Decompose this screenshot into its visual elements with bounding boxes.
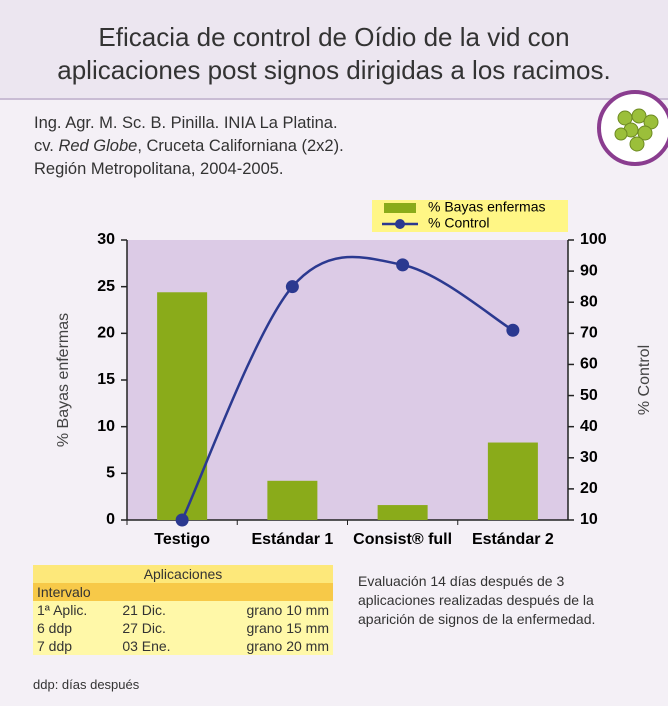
- table-cell: 27 Dic.: [122, 620, 166, 636]
- table-title: Aplicaciones: [143, 566, 223, 582]
- y2-axis-label: % Control: [636, 345, 653, 415]
- title: Eficacia de control de Oídio de la vid c…: [98, 22, 570, 52]
- marker: [396, 258, 410, 272]
- y2-tick-label: 90: [580, 262, 598, 279]
- credit: , Cruceta Californiana (2x2).: [137, 137, 344, 155]
- table-cell: grano 15 mm: [246, 620, 329, 636]
- table-cell: grano 20 mm: [246, 638, 329, 654]
- table-subheader: Intervalo: [37, 584, 91, 600]
- chart: 0 5 10 15 20 25 30 10 20 30 40 50 60 70 80 90 100 % Bayas…: [55, 199, 653, 549]
- marker: [506, 323, 520, 337]
- legend-swatch: [395, 219, 405, 229]
- y2-tick-label: 10: [580, 511, 598, 528]
- table-cell: 21 Dic.: [122, 602, 166, 618]
- marker: [175, 513, 189, 527]
- title: aplicaciones post signos dirigidas a los…: [57, 55, 611, 85]
- legend-label: % Control: [428, 215, 489, 231]
- y2-tick-label: 80: [580, 293, 598, 310]
- credit: cv.: [34, 137, 59, 155]
- table-cell: grano 10 mm: [246, 602, 329, 618]
- table-cell: 6 ddp: [37, 620, 73, 636]
- y2-tick-label: 50: [580, 387, 598, 404]
- table-row: 7 ddp 03 Ene. grano 20 mm: [33, 637, 333, 655]
- y-tick-label: 30: [97, 231, 115, 248]
- bar: [487, 442, 538, 520]
- credit: cv. Red Globe, Cruceta Californiana (2x2…: [34, 137, 344, 156]
- bar: [157, 292, 208, 520]
- x-tick-label: Estándar 2: [472, 531, 554, 548]
- legend-label: % Bayas enfermas: [428, 199, 546, 215]
- y-tick-label: 10: [97, 418, 115, 435]
- y-axis-label: % Bayas enfermas: [55, 313, 72, 447]
- credit: Ing. Agr. M. Sc. B. Pinilla. INIA La Pla…: [34, 114, 338, 132]
- table-cell: 7 ddp: [37, 638, 73, 654]
- legend-swatch: [384, 203, 416, 213]
- y-tick-label: 25: [97, 278, 115, 295]
- line: [180, 255, 514, 521]
- credit: Red Globe: [58, 137, 138, 155]
- applications-table: Aplicaciones Intervalo 1ª Aplic. 21 Dic. g…: [33, 565, 333, 655]
- y2-tick-label: 30: [580, 449, 598, 466]
- y2-tick-label: 100: [580, 231, 607, 248]
- x-tick-label: Consist® full: [353, 531, 452, 548]
- x-tick-label: Testigo: [154, 531, 210, 548]
- y-tick-label: 15: [97, 371, 115, 388]
- y2-tick-label: 70: [580, 325, 598, 342]
- table-row: 6 ddp 27 Dic. grano 15 mm: [33, 619, 333, 637]
- y2-tick-label: 60: [580, 356, 598, 373]
- table-row: 1ª Aplic. 21 Dic. grano 10 mm: [33, 601, 333, 619]
- credit: Región Metropolitana, 2004-2005.: [34, 160, 284, 178]
- table-cell: 1ª Aplic.: [37, 602, 88, 618]
- y2-tick-label: 40: [580, 418, 598, 435]
- footnote: ddp: días después: [33, 677, 140, 692]
- bar: [377, 505, 428, 520]
- y2-tick-label: 20: [580, 480, 598, 497]
- note: Evaluación 14 días después de 3 aplicaci…: [358, 573, 596, 627]
- y-tick-label: 20: [97, 325, 115, 342]
- bar: [267, 480, 318, 520]
- header-band: [0, 0, 668, 100]
- y-tick-label: 0: [106, 511, 115, 528]
- table-cell: 03 Ene.: [122, 638, 171, 654]
- x-tick-label: Estándar 1: [251, 531, 333, 548]
- grape-icon: [597, 90, 668, 166]
- y-tick-label: 5: [106, 465, 115, 482]
- marker: [285, 280, 299, 294]
